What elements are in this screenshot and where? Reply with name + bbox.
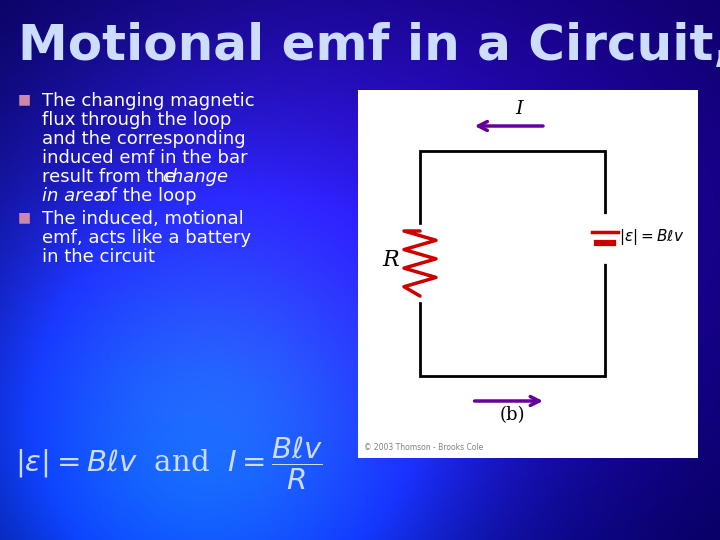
Text: in the circuit: in the circuit xyxy=(42,248,155,266)
Text: result from the: result from the xyxy=(42,168,181,186)
Text: and the corresponding: and the corresponding xyxy=(42,130,246,148)
Text: Motional emf in a Circuit, cont.: Motional emf in a Circuit, cont. xyxy=(18,22,720,70)
Text: ■: ■ xyxy=(18,92,31,106)
Text: (b): (b) xyxy=(500,406,526,424)
Text: © 2003 Thomson - Brooks Cole: © 2003 Thomson - Brooks Cole xyxy=(364,443,483,452)
Text: $|\varepsilon| = B\ell v$: $|\varepsilon| = B\ell v$ xyxy=(619,227,684,247)
Text: flux through the loop: flux through the loop xyxy=(42,111,231,129)
Bar xyxy=(420,151,605,376)
Text: change: change xyxy=(162,168,228,186)
Text: The changing magnetic: The changing magnetic xyxy=(42,92,255,110)
Text: $|\varepsilon| = B\ell v$  and  $I = \dfrac{B\ell v}{R}$: $|\varepsilon| = B\ell v$ and $I = \dfra… xyxy=(15,435,323,492)
Bar xyxy=(358,90,698,458)
Text: The induced, motional: The induced, motional xyxy=(42,210,244,228)
Text: in area: in area xyxy=(42,187,104,205)
Text: emf, acts like a battery: emf, acts like a battery xyxy=(42,229,251,247)
Text: I: I xyxy=(515,100,523,118)
Text: ■: ■ xyxy=(18,210,31,224)
Text: of the loop: of the loop xyxy=(94,187,197,205)
Text: induced emf in the bar: induced emf in the bar xyxy=(42,149,248,167)
Text: R: R xyxy=(382,248,399,271)
